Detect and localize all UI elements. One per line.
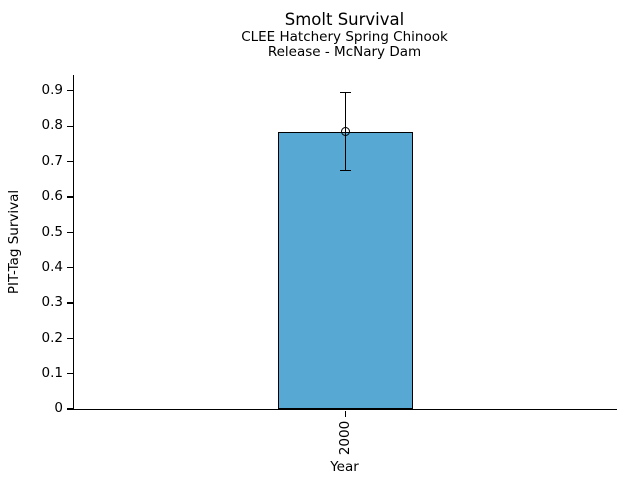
y-tick-mark [67,337,73,339]
y-tick-label: 0.7 [41,152,63,169]
y-tick-label: 0.1 [41,364,63,381]
y-tick-label: 0.8 [41,117,63,134]
y-axis-label: PIT-Tag Survival [6,189,22,295]
y-tick-label: 0.5 [41,223,63,240]
y-tick-mark [67,408,73,410]
chart-subtitle-line1: CLEE Hatchery Spring Chinook [241,29,448,45]
y-tick-mark [67,160,73,163]
y-tick-mark [67,90,73,92]
y-tick-mark [67,125,73,127]
data-point-marker [341,127,350,137]
chart-subtitle-line2: Release - McNary Dam [267,44,422,60]
y-tick-mark [67,373,73,375]
survival-bar-2000 [278,131,413,409]
y-tick-mark [67,196,73,198]
y-tick-mark [67,231,73,233]
y-tick-label: 0 [54,400,63,417]
chart-title: Smolt Survival [284,10,405,29]
error-bar-cap-top [340,91,351,94]
y-tick-label: 0.3 [41,294,63,311]
y-tick-mark [67,267,73,269]
y-tick-mark [67,302,73,304]
error-bar-cap-bottom [340,169,351,172]
y-tick-label: 0.9 [41,82,63,99]
x-axis-label: Year [330,459,359,475]
plot-area: 0 0.1 0.2 0.3 0.4 0.5 0.6 0.7 0.8 0.9 [42,75,617,417]
y-tick-label: 0.2 [41,329,63,346]
y-tick-label: 0.4 [41,258,63,275]
title-block: Smolt Survival CLEE Hatchery Spring Chin… [73,10,616,60]
y-tick-label: 0.6 [41,188,63,205]
x-tick-mark [344,411,347,417]
x-tick-label-2000: 2000 [337,420,353,456]
